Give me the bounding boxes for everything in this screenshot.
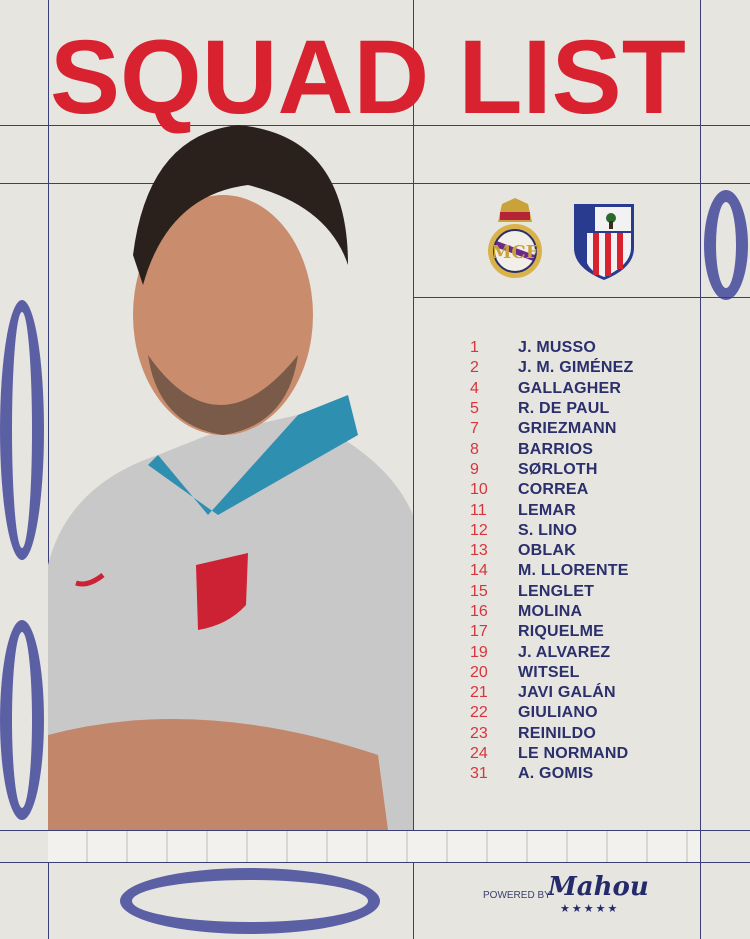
shirt-number: 14 (470, 562, 488, 580)
shirt-number: 11 (470, 501, 487, 519)
grid-line (700, 0, 701, 939)
decorative-swirl (120, 868, 380, 934)
squad-row: 23 REINILDO (470, 724, 690, 744)
grid-line (413, 297, 750, 298)
player-name: S. LINO (518, 521, 578, 539)
player-name: LEMAR (518, 501, 576, 519)
grid-line (0, 183, 750, 184)
sponsor-logo: Mahou (548, 872, 649, 902)
squad-row: 9 SØRLOTH (470, 460, 690, 480)
player-name: M. LLORENTE (518, 562, 629, 580)
squad-row: 19 J. ALVAREZ (470, 642, 690, 662)
shirt-number: 8 (470, 440, 479, 458)
player-name: REINILDO (518, 724, 597, 742)
player-name: BARRIOS (518, 440, 594, 458)
shirt-number: 15 (470, 582, 488, 600)
player-name: J. MUSSO (518, 339, 597, 357)
squad-row: 24 LE NORMAND (470, 744, 690, 764)
shirt-number: 5 (470, 400, 479, 418)
shirt-number: 13 (470, 542, 488, 560)
grid-line (0, 125, 750, 126)
shirt-number: 21 (470, 684, 488, 702)
player-name: R. DE PAUL (518, 400, 610, 418)
player-name: A. GOMIS (518, 765, 594, 783)
shirt-number: 7 (470, 420, 479, 438)
squad-row: 14 M. LLORENTE (470, 561, 690, 581)
shirt-number: 22 (470, 704, 488, 722)
shirt-number: 20 (470, 663, 488, 681)
player-name: GIULIANO (518, 704, 598, 722)
squad-row: 1 J. MUSSO (470, 338, 690, 358)
player-name: CORREA (518, 481, 589, 499)
squad-row: 11 LEMAR (470, 500, 690, 520)
squad-row: 17 RIQUELME (470, 622, 690, 642)
shirt-number: 12 (470, 521, 488, 539)
decorative-swirl (704, 190, 748, 300)
coach-photo (48, 95, 413, 830)
page-title: SQUAD LIST (50, 19, 686, 136)
squad-row: 20 WITSEL (470, 663, 690, 683)
squad-row: 4 GALLAGHER (470, 379, 690, 399)
grid-line (48, 0, 49, 939)
shirt-number: 1 (470, 339, 479, 357)
shirt-number: 24 (470, 745, 488, 763)
squad-row: 12 S. LINO (470, 521, 690, 541)
decorative-swirl (0, 620, 44, 820)
shirt-number: 16 (470, 603, 488, 620)
real-madrid-crest: MCF (486, 196, 544, 282)
player-name: GRIEZMANN (518, 420, 617, 438)
shirt-number: 31 (470, 765, 488, 783)
decorative-swirl (0, 300, 44, 560)
shirt-number: 9 (470, 460, 479, 478)
shirt-number: 17 (470, 623, 488, 641)
squad-list: 1 J. MUSSO 2 J. M. GIMÉNEZ 4 GALLAGHER 5 R. DE … (470, 338, 690, 785)
player-name: J. ALVAREZ (518, 643, 611, 661)
grid-line (0, 830, 750, 831)
squad-row: 8 BARRIOS (470, 439, 690, 459)
squad-row: 13 OBLAK (470, 541, 690, 561)
squad-row: 31 A. GOMIS (470, 764, 690, 784)
player-name: SØRLOTH (518, 460, 598, 478)
squad-row: 2 J. M. GIMÉNEZ (470, 358, 690, 378)
shirt-number: 23 (470, 724, 488, 742)
squad-row: 16 MOLINA (470, 602, 690, 622)
shirt-number: 4 (470, 379, 479, 397)
player-name: JAVI GALÁN (518, 684, 616, 702)
player-name: LE NORMAND (518, 745, 629, 763)
player-name: GALLAGHER (518, 379, 622, 397)
squad-row: 7 GRIEZMANN (470, 419, 690, 439)
atletico-madrid-crest (573, 203, 635, 281)
player-name: RIQUELME (518, 623, 605, 641)
sponsor-stars-icon: ★★★★★ (560, 903, 620, 915)
squad-row: 10 CORREA (470, 480, 690, 500)
player-name: MOLINA (518, 603, 583, 620)
grid-line (0, 862, 750, 863)
shirt-number: 19 (470, 643, 488, 661)
player-name: J. M. GIMÉNEZ (518, 359, 634, 377)
squad-row: 21 JAVI GALÁN (470, 683, 690, 703)
squad-row: 15 LENGLET (470, 582, 690, 602)
shirt-number: 2 (470, 359, 479, 377)
player-name: WITSEL (518, 663, 580, 681)
player-name: LENGLET (518, 582, 595, 600)
atletico-crest-icon (574, 204, 634, 280)
powered-by-label: POWERED BY (483, 890, 551, 901)
player-name: OBLAK (518, 542, 576, 560)
grid-line (413, 0, 414, 939)
squad-row: 5 R. DE PAUL (470, 399, 690, 419)
real-madrid-crest-icon: MCF (488, 198, 542, 278)
squad-row: 22 GIULIANO (470, 703, 690, 723)
shirt-number: 10 (470, 481, 488, 499)
svg-text:MCF: MCF (491, 242, 538, 263)
decorative-strip (48, 831, 700, 862)
